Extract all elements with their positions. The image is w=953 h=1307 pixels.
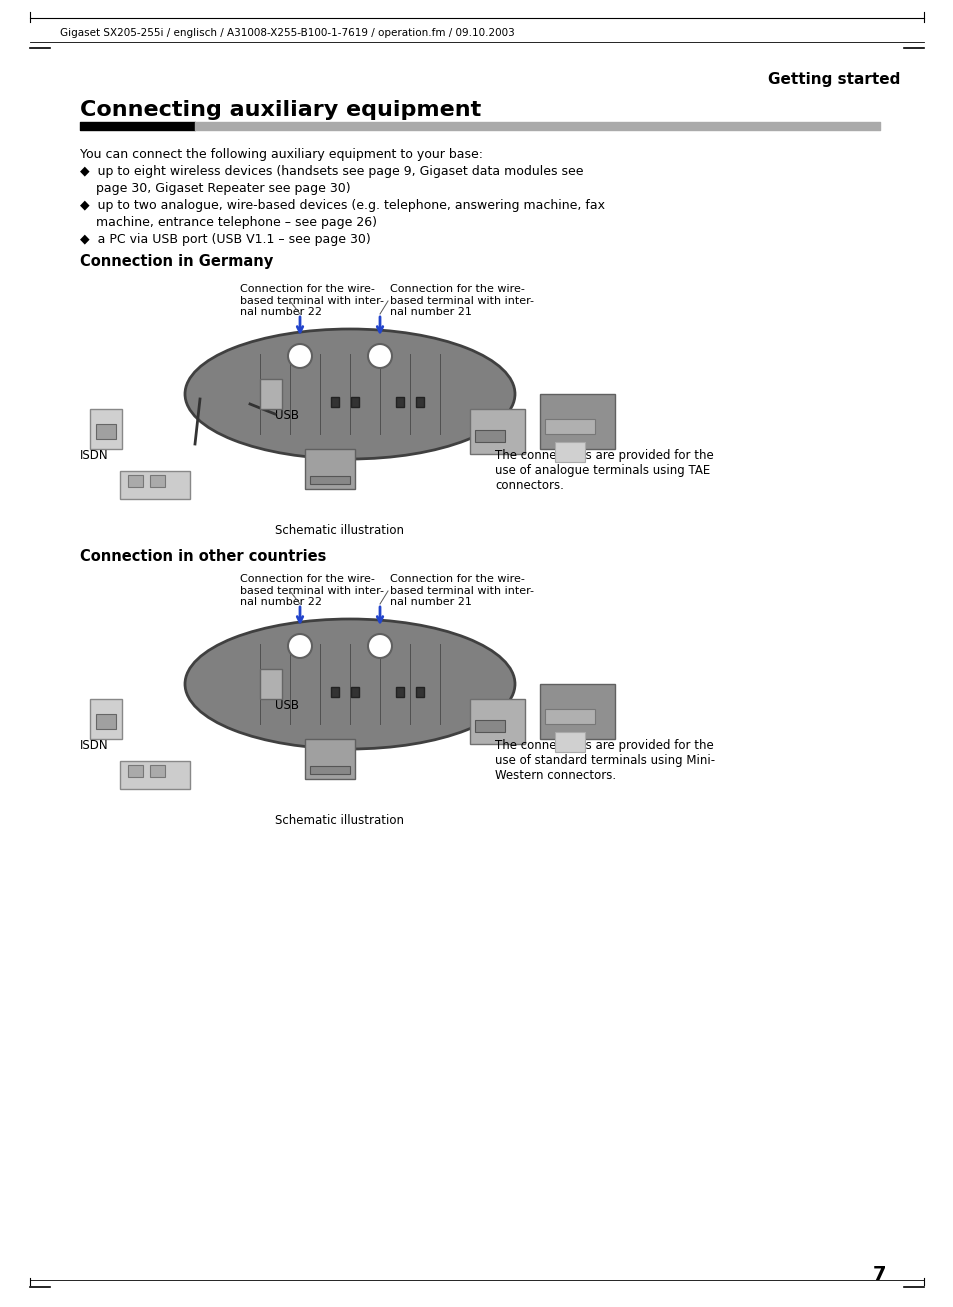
Bar — [351, 397, 358, 406]
Circle shape — [288, 634, 312, 657]
Circle shape — [288, 344, 312, 369]
Text: ◆  up to two analogue, wire-based devices (e.g. telephone, answering machine, fa: ◆ up to two analogue, wire-based devices… — [80, 199, 604, 212]
Text: Connection in other countries: Connection in other countries — [80, 549, 326, 565]
Circle shape — [368, 344, 392, 369]
Ellipse shape — [185, 329, 515, 459]
Bar — [96, 423, 116, 439]
Text: The connections are provided for the
use of analogue terminals using TAE
connect: The connections are provided for the use… — [495, 450, 713, 491]
Bar — [305, 450, 355, 489]
Bar — [475, 430, 504, 442]
Bar — [128, 474, 143, 488]
Text: Connection for the wire-
based terminal with inter-
nal number 22: Connection for the wire- based terminal … — [240, 284, 384, 318]
Ellipse shape — [185, 620, 515, 749]
Text: ISDN: ISDN — [80, 450, 109, 461]
Bar — [310, 476, 350, 484]
Bar — [90, 699, 122, 738]
Bar — [96, 714, 116, 729]
Bar — [544, 420, 595, 434]
Text: Connection for the wire-
based terminal with inter-
nal number 21: Connection for the wire- based terminal … — [390, 284, 534, 318]
Text: ◆  up to eight wireless devices (handsets see page 9, Gigaset data modules see: ◆ up to eight wireless devices (handsets… — [80, 165, 583, 178]
Text: ◆  a PC via USB port (USB V1.1 – see page 30): ◆ a PC via USB port (USB V1.1 – see page… — [80, 233, 371, 246]
Text: Getting started: Getting started — [767, 72, 899, 88]
Text: Connection for the wire-
based terminal with inter-
nal number 22: Connection for the wire- based terminal … — [240, 574, 384, 608]
Text: 7: 7 — [872, 1265, 886, 1283]
Bar — [305, 738, 355, 779]
Bar — [128, 765, 143, 776]
Text: Connection in Germany: Connection in Germany — [80, 254, 273, 269]
Bar — [331, 397, 338, 406]
Text: Gigaset SX205-255i / englisch / A31008-X255-B100-1-7619 / operation.fm / 09.10.2: Gigaset SX205-255i / englisch / A31008-X… — [60, 27, 515, 38]
Bar — [90, 409, 122, 450]
Bar — [310, 766, 350, 774]
Text: Connection for the wire-
based terminal with inter-
nal number 21: Connection for the wire- based terminal … — [390, 574, 534, 608]
Text: You can connect the following auxiliary equipment to your base:: You can connect the following auxiliary … — [80, 148, 482, 161]
Text: The connections are provided for the
use of standard terminals using Mini-
Weste: The connections are provided for the use… — [495, 738, 715, 782]
Bar — [120, 471, 190, 499]
Bar — [475, 720, 504, 732]
Bar — [555, 732, 584, 752]
Circle shape — [368, 634, 392, 657]
Bar — [331, 687, 338, 697]
Text: Schematic illustration: Schematic illustration — [274, 524, 403, 537]
Bar — [555, 442, 584, 461]
Bar — [260, 379, 282, 409]
Bar — [470, 699, 524, 744]
Bar — [539, 684, 615, 738]
Bar — [416, 397, 423, 406]
Bar — [470, 409, 524, 454]
Text: ISDN: ISDN — [80, 738, 109, 752]
Text: Schematic illustration: Schematic illustration — [274, 814, 403, 827]
Bar — [395, 687, 403, 697]
Bar — [150, 765, 165, 776]
Bar — [120, 761, 190, 789]
Bar — [260, 669, 282, 699]
Text: USB: USB — [274, 409, 298, 422]
Bar — [351, 687, 358, 697]
Text: page 30, Gigaset Repeater see page 30): page 30, Gigaset Repeater see page 30) — [80, 182, 351, 195]
Text: Connecting auxiliary equipment: Connecting auxiliary equipment — [80, 101, 480, 120]
Bar — [416, 687, 423, 697]
Bar — [544, 708, 595, 724]
Bar — [395, 397, 403, 406]
Text: machine, entrance telephone – see page 26): machine, entrance telephone – see page 2… — [80, 216, 376, 229]
Text: USB: USB — [274, 699, 298, 712]
Bar — [539, 393, 615, 450]
Bar — [150, 474, 165, 488]
